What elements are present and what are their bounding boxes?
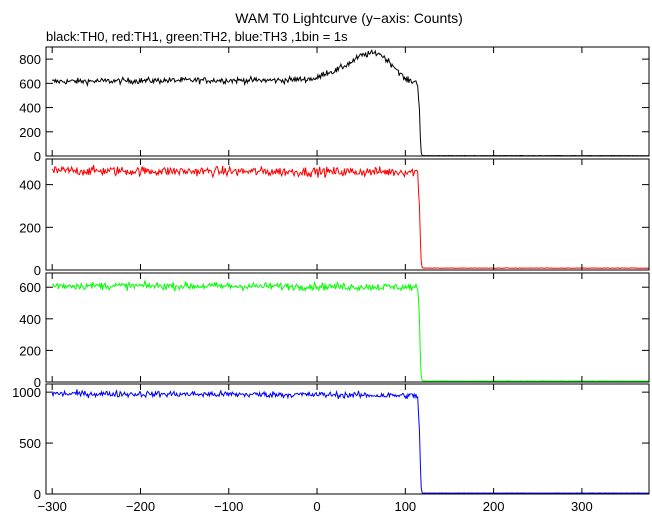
series-line-th1 [51, 164, 650, 269]
series-line-th0 [51, 49, 650, 157]
y-tick-label: 200 [19, 220, 41, 235]
x-tick-label: −200 [126, 499, 155, 514]
panel-frame [45, 158, 650, 271]
y-tick-label: 0 [34, 149, 41, 164]
y-tick-label: 500 [19, 436, 41, 451]
panel-frame [45, 383, 650, 495]
x-tick-label: −100 [214, 499, 243, 514]
y-tick-label: 0 [34, 487, 41, 502]
y-tick-label: 800 [19, 52, 41, 67]
y-tick-label: 1000 [12, 385, 41, 400]
panel-th1: 0 200 400 [19, 158, 650, 278]
y-tick-label: 400 [19, 178, 41, 193]
y-tick-label: 200 [19, 343, 41, 358]
series-line-th2 [51, 280, 650, 382]
x-axis: −300 −200 −100 0 100 200 300 [38, 499, 593, 514]
panels-group: 0 200 400 600 800 0 200 400 0 200 400 600 0 500 1000 [12, 46, 650, 502]
x-tick-label: 200 [483, 499, 505, 514]
y-tick-label: 400 [19, 101, 41, 116]
y-tick-label: 600 [19, 280, 41, 295]
chart-subtitle: black:TH0, red:TH1, green:TH2, blue:TH3 … [46, 29, 348, 44]
panel-th0: 0 200 400 600 800 [19, 46, 650, 164]
y-tick-label: 200 [19, 125, 41, 140]
y-tick-label: 0 [34, 263, 41, 278]
y-tick-label: 400 [19, 312, 41, 327]
y-tick-label: 0 [34, 375, 41, 390]
series-line-th3 [51, 389, 650, 494]
panel-th2: 0 200 400 600 [19, 272, 650, 390]
panel-frame [45, 46, 650, 157]
x-tick-label: 300 [571, 499, 593, 514]
panel-th3: 0 500 1000 [12, 383, 650, 502]
x-tick-label: −300 [38, 499, 67, 514]
chart-title: WAM T0 Lightcurve (y−axis: Counts) [235, 10, 463, 26]
x-tick-label: 0 [313, 499, 320, 514]
panel-frame [45, 272, 650, 383]
y-tick-label: 600 [19, 76, 41, 91]
x-tick-label: 100 [394, 499, 416, 514]
